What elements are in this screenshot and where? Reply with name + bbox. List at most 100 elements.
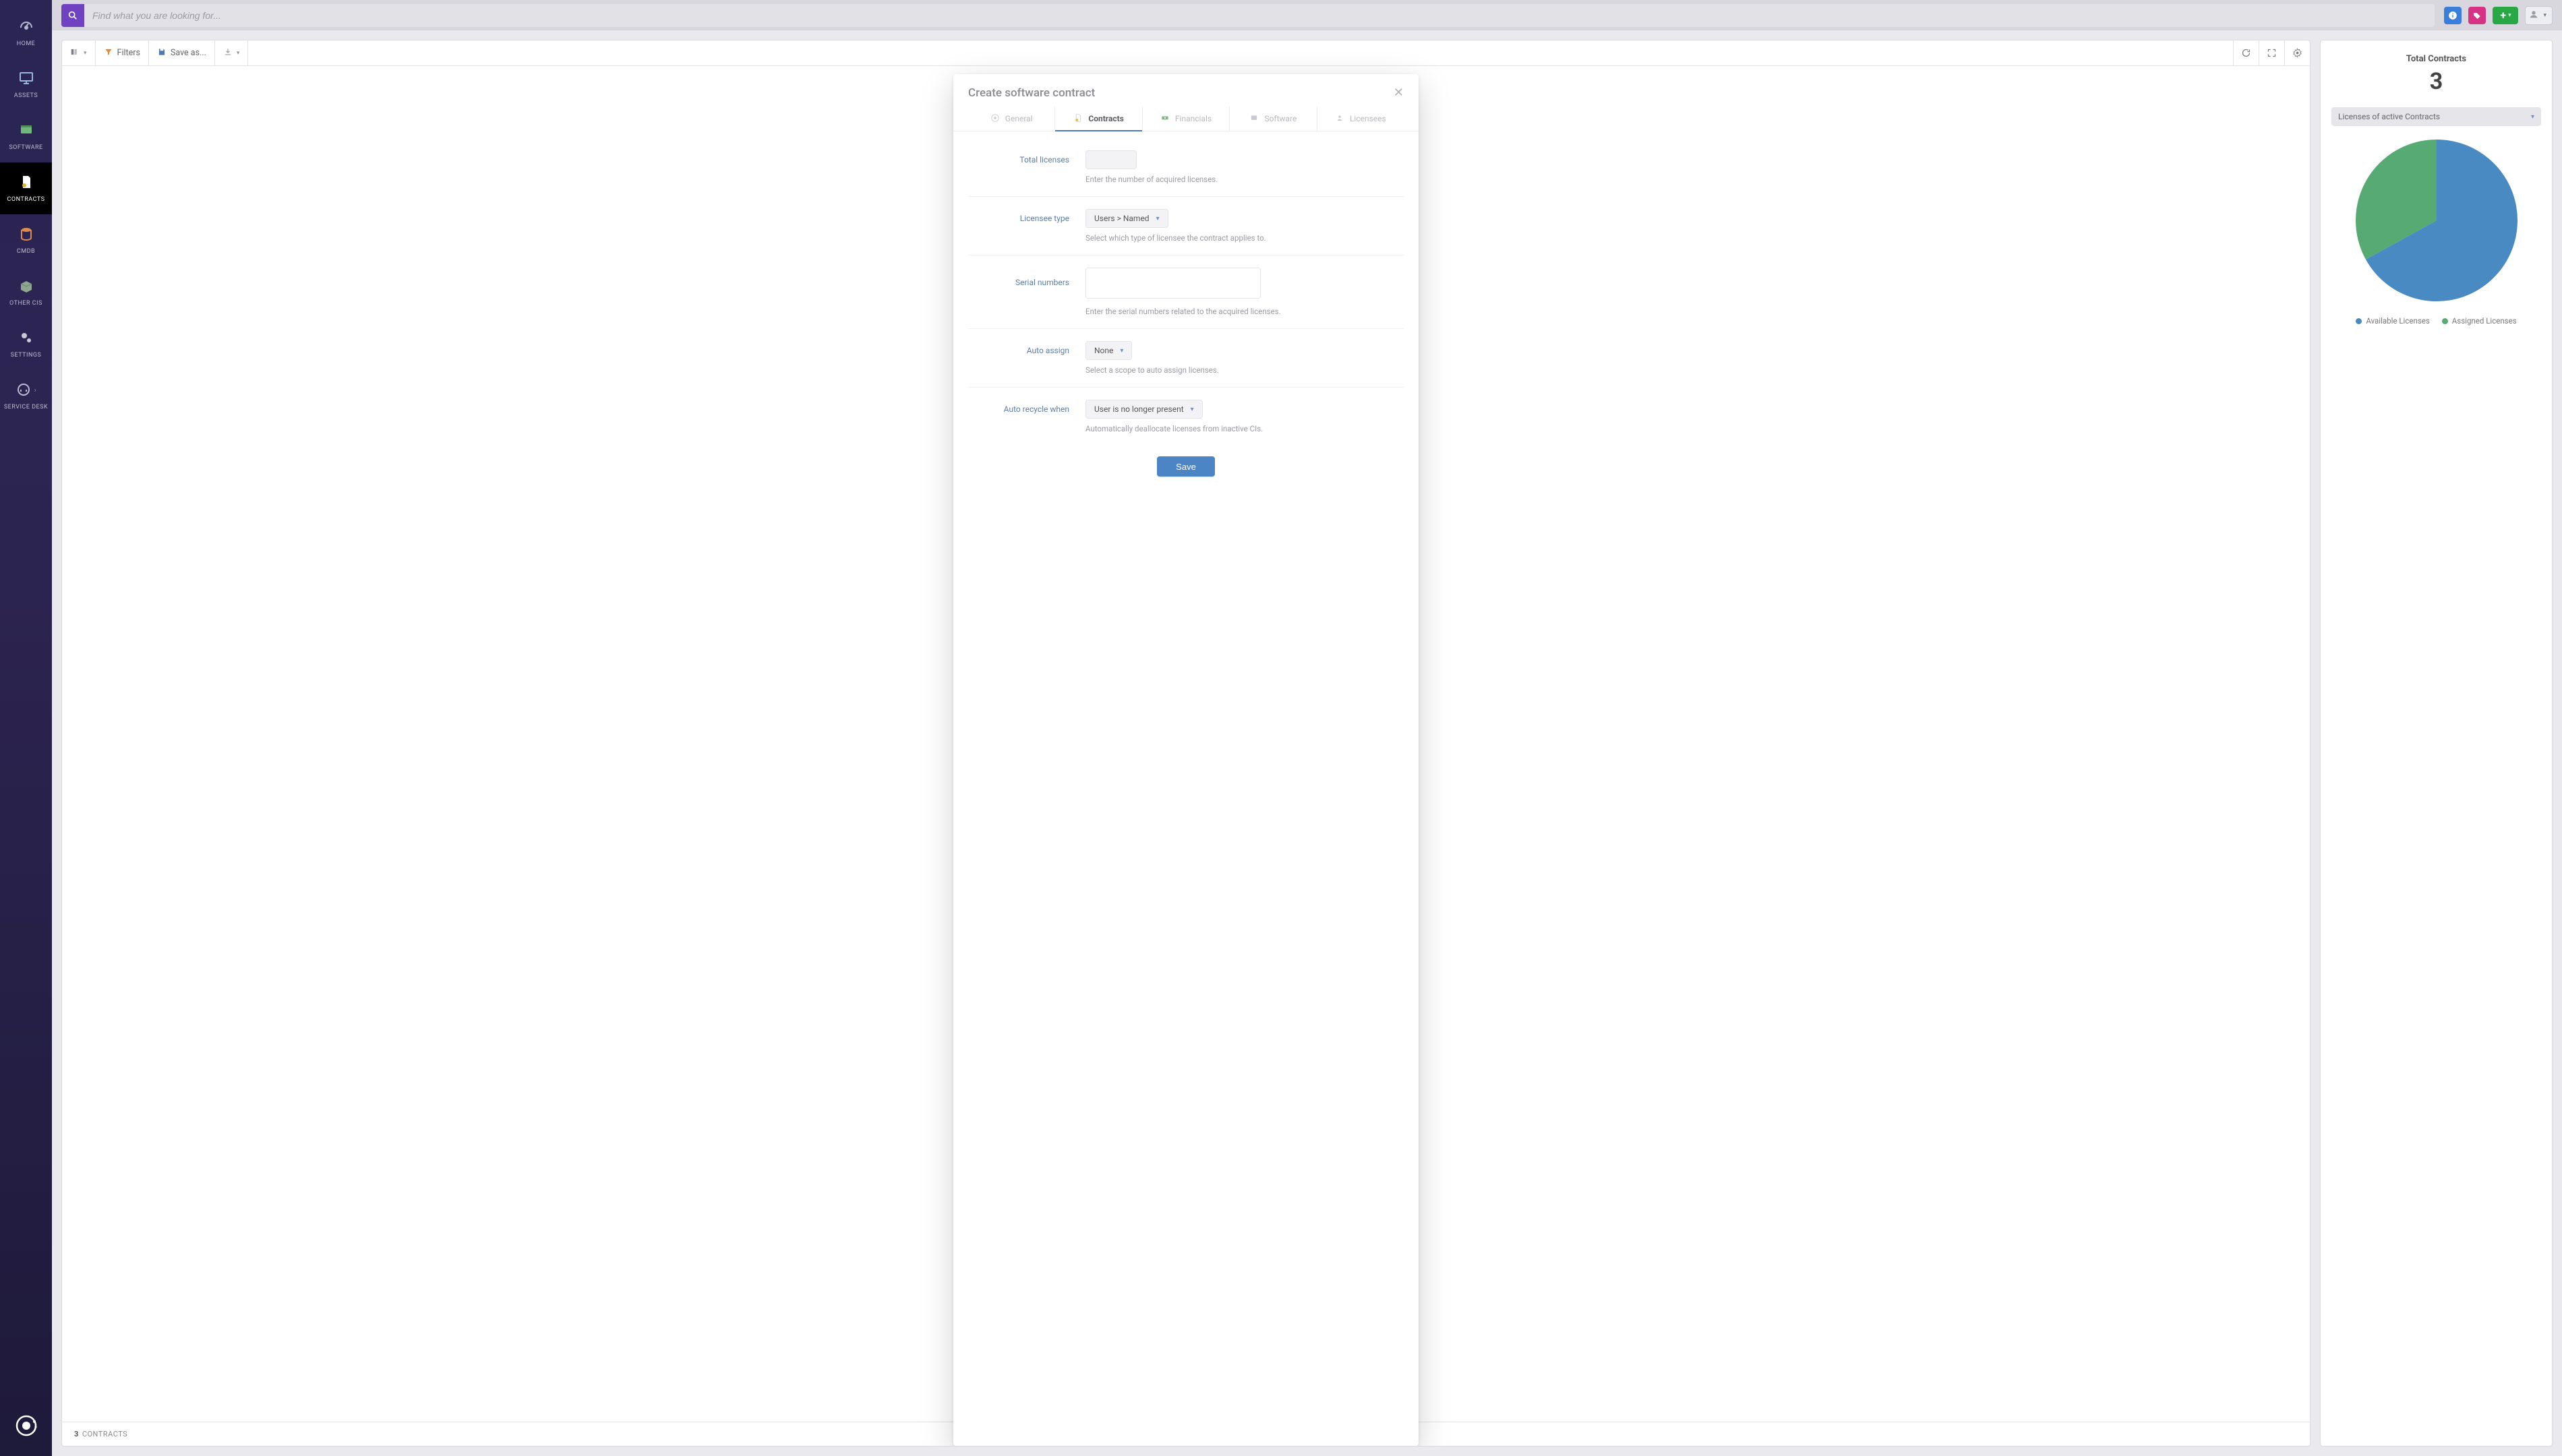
caret-down-icon: ▾ (2531, 113, 2534, 121)
filters-label: Filters (117, 48, 140, 58)
tab-licensees[interactable]: Licensees (1317, 107, 1404, 131)
save-button[interactable]: Save (1157, 456, 1215, 477)
sidebar-item-home[interactable]: HOME (0, 7, 52, 59)
columns-icon (70, 47, 80, 59)
dialog-close-button[interactable]: ✕ (1394, 87, 1404, 99)
chevron-right-icon: › (34, 387, 37, 394)
total-licenses-input[interactable] (1085, 150, 1137, 169)
database-icon (18, 226, 34, 244)
sidebar-item-label: SETTINGS (11, 352, 42, 359)
legend-dot-icon (2442, 318, 2448, 324)
filters-button[interactable]: Filters (96, 40, 149, 65)
select-value: None (1094, 346, 1113, 355)
sidebar-item-contracts[interactable]: CONTRACTS (0, 162, 52, 214)
field-hint: Select which type of licensee the contra… (1085, 233, 1404, 243)
contracts-list-panel: ▾ Filters Save as... (61, 40, 2311, 1447)
document-badge-icon (1073, 113, 1083, 125)
sidebar-item-assets[interactable]: ASSETS (0, 59, 52, 111)
expand-button[interactable] (2259, 40, 2284, 65)
legend-item-assigned: Assigned Licenses (2442, 316, 2517, 326)
licensee-type-select[interactable]: Users > Named ▾ (1085, 209, 1168, 228)
sidebar-item-other[interactable]: OTHER CIs (0, 266, 52, 318)
field-hint: Enter the serial numbers related to the … (1085, 307, 1404, 316)
auto-assign-select[interactable]: None ▾ (1085, 341, 1132, 360)
summary-panel: Total Contracts 3 Licenses of active Con… (2320, 40, 2553, 1447)
summary-selector-label: Licenses of active Contracts (2338, 112, 2440, 121)
field-label-auto-assign: Auto assign (968, 341, 1069, 375)
dialog-tabs: General Contracts (953, 107, 1419, 131)
pie-legend: Available Licenses Assigned Licenses (2356, 316, 2516, 326)
serial-numbers-input[interactable] (1085, 268, 1261, 299)
sidebar-item-label: CMDB (17, 248, 35, 255)
list-toolbar: ▾ Filters Save as... (62, 40, 2310, 66)
summary-selector[interactable]: Licenses of active Contracts ▾ (2331, 107, 2541, 126)
info-button[interactable] (2444, 7, 2462, 24)
licenses-pie-chart (2356, 140, 2518, 304)
search-button[interactable] (61, 4, 84, 27)
save-icon (157, 47, 167, 59)
field-hint: Automatically deallocate licenses from i… (1085, 424, 1404, 433)
sidebar-item-software[interactable]: SOFTWARE (0, 111, 52, 162)
tab-general[interactable]: General (968, 107, 1054, 131)
funnel-icon (104, 47, 113, 59)
gears-icon (18, 330, 34, 348)
tab-label: Software (1264, 114, 1297, 123)
select-value: Users > Named (1094, 214, 1150, 223)
gear-small-icon (990, 113, 1000, 125)
window-small-icon (1249, 113, 1259, 125)
refresh-button[interactable] (2233, 40, 2259, 65)
user-icon (2528, 9, 2539, 22)
download-button[interactable]: ▾ (215, 40, 249, 65)
field-label-total-licenses: Total licenses (968, 150, 1069, 184)
tags-button[interactable] (2468, 7, 2486, 24)
tab-label: Licensees (1350, 114, 1386, 123)
tab-label: Contracts (1088, 114, 1124, 123)
field-hint: Select a scope to auto assign licenses. (1085, 365, 1404, 375)
sidebar-item-servicedesk[interactable]: › SERVICE DESK (0, 370, 52, 422)
summary-title: Total Contracts (2406, 54, 2466, 64)
tab-software[interactable]: Software (1229, 107, 1316, 131)
plus-icon: + (2500, 10, 2506, 21)
box-icon (18, 278, 34, 296)
columns-button[interactable]: ▾ (62, 40, 96, 65)
tab-label: Financials (1175, 114, 1212, 123)
field-label-serial-numbers: Serial numbers (968, 268, 1069, 316)
sidebar-item-label: CONTRACTS (7, 196, 45, 203)
footer-label: CONTRACTS (82, 1430, 127, 1438)
sidebar-item-cmdb[interactable]: CMDB (0, 214, 52, 266)
user-small-icon (1335, 113, 1344, 125)
caret-down-icon: ▾ (84, 50, 87, 57)
user-menu-button[interactable]: ▾ (2525, 6, 2553, 25)
caret-down-icon: ▾ (2543, 12, 2546, 19)
summary-count: 3 (2430, 68, 2443, 95)
field-hint: Enter the number of acquired licenses. (1085, 175, 1404, 184)
sidebar-item-label: SOFTWARE (9, 144, 42, 151)
tab-contracts[interactable]: Contracts (1054, 107, 1141, 131)
topbar: + ▾ ▾ (52, 0, 2562, 30)
caret-down-icon: ▾ (1156, 215, 1160, 222)
monitor-icon (18, 70, 34, 88)
sidebar-item-label: SERVICE DESK (4, 404, 48, 411)
auto-recycle-select[interactable]: User is no longer present ▾ (1085, 400, 1203, 419)
window-icon (18, 122, 34, 140)
settings-button[interactable] (2284, 40, 2310, 65)
legend-label: Available Licenses (2366, 316, 2429, 326)
gauge-icon (18, 18, 34, 36)
download-icon (223, 47, 233, 59)
field-label-licensee-type: Licensee type (968, 209, 1069, 243)
sidebar-item-settings[interactable]: SETTINGS (0, 318, 52, 370)
caret-down-icon: ▾ (1191, 406, 1194, 413)
tab-financials[interactable]: Financials (1142, 107, 1229, 131)
caret-down-icon: ▾ (237, 50, 240, 57)
headset-icon (16, 382, 32, 400)
legend-item-available: Available Licenses (2356, 316, 2429, 326)
sidebar-item-label: ASSETS (14, 92, 38, 99)
saveas-button[interactable]: Save as... (149, 40, 215, 65)
add-button[interactable]: + ▾ (2493, 7, 2518, 24)
sidebar: HOME ASSETS SOFTWARE CONTRACTS CMDB (0, 0, 52, 1456)
sidebar-item-label: OTHER CIs (9, 300, 42, 307)
legend-dot-icon (2356, 318, 2362, 324)
create-contract-dialog: Create software contract ✕ General (953, 74, 1419, 1446)
search-input[interactable] (84, 4, 2435, 27)
money-icon (1160, 113, 1170, 125)
